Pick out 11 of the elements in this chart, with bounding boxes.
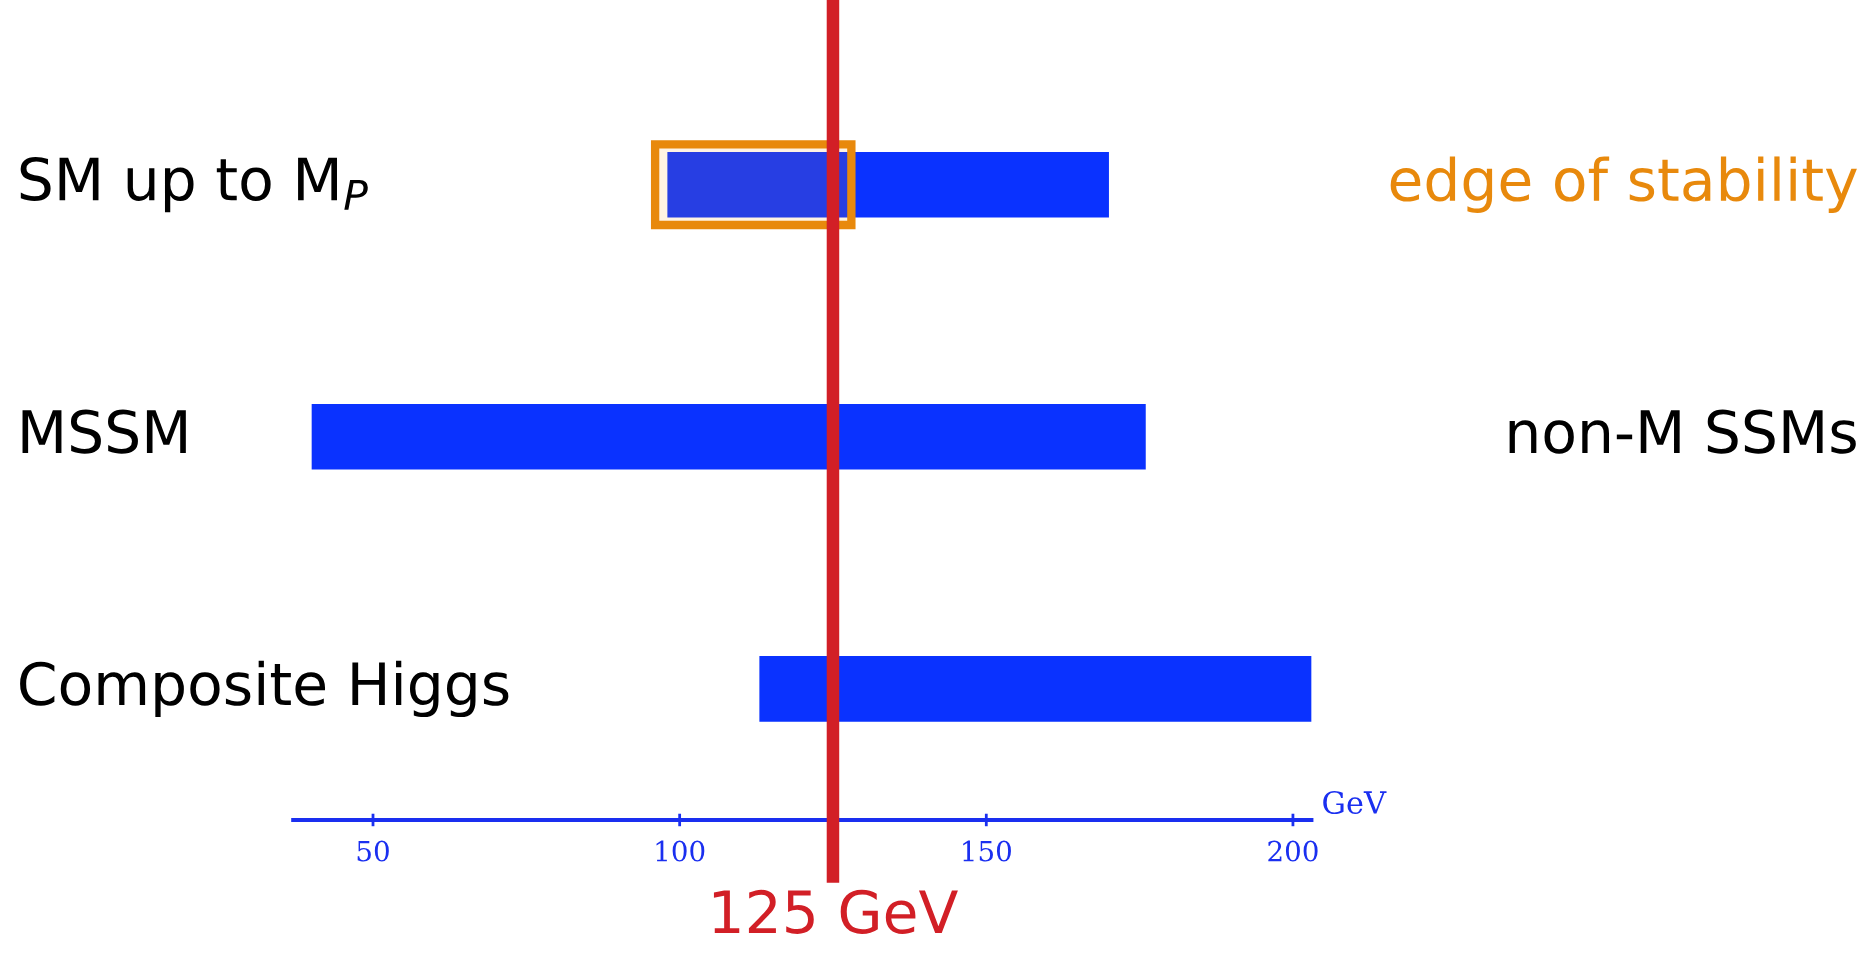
y-tick-label: MSSM [22,409,186,454]
x-tick-label: 50 [357,840,389,862]
x-tick-label: 150 [963,840,1011,862]
y-tick-label: SM up to M$_{P}$ [20,156,368,213]
x-tick-label: 200 [1268,840,1318,862]
y-tick-label: Composite Higgs [20,660,509,718]
band-label: edge of stability [1390,156,1857,213]
ref-line-label: 125 GeV [713,889,958,934]
text: non-M SSMs [1509,409,1856,454]
x-axis-title: GeV [1323,790,1387,815]
x-tick-label: 100 [656,840,705,862]
